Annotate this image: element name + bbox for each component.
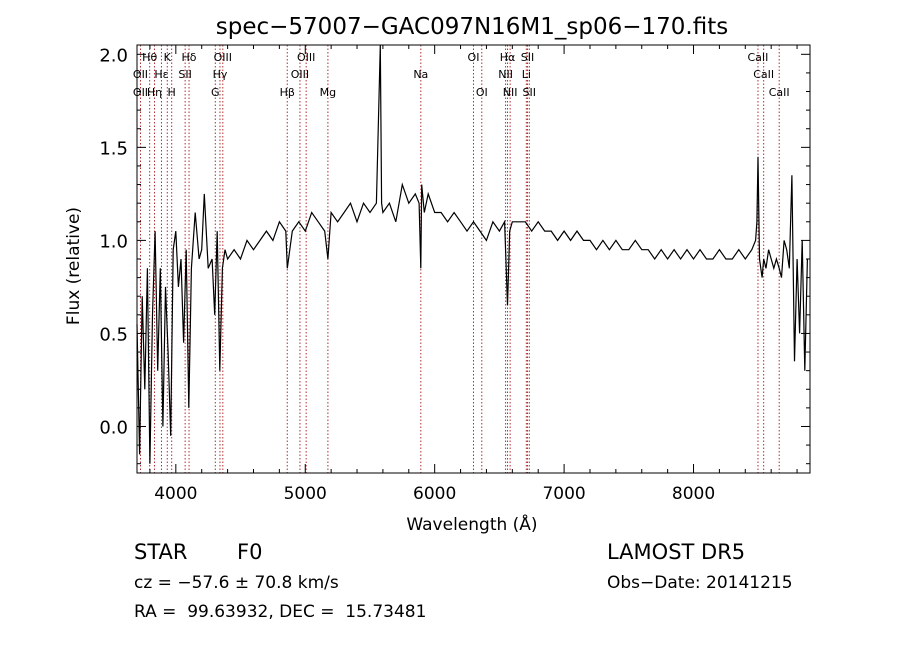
x-tick-label: 5000 [284,484,327,504]
spectral-line-label: G [211,86,220,99]
spectral-line-label: Hη [147,86,162,99]
chart-title: spec−57007−GAC097N16M1_sp06−170.fits [216,14,728,40]
y-tick-label: 0.0 [99,417,128,438]
spectral-line-label: CaII [753,68,774,81]
spectral-line-label: SII [523,86,536,99]
y-tick-label: 1.5 [99,138,128,159]
spectral-line-label: Hα [500,51,516,64]
spectral-line-label: Na [413,68,428,81]
x-tick-label: 8000 [672,484,715,504]
spectral-line-label: H [168,86,176,99]
spectral-line-label: OIII [297,51,315,64]
spectral-line-markers [139,45,780,473]
spectral-line-label: Hγ [213,68,228,81]
x-axis-label: Wavelength (Å) [406,513,537,535]
spectral-line-label: Hδ [182,51,197,64]
spectral-line-label: OI [476,86,488,99]
x-tick-label: 6000 [413,484,456,504]
obs-date: Obs−Date: 20141215 [607,573,793,593]
spectral-line-label: Li [522,68,531,81]
subclass: F0 [237,540,263,564]
spectral-line-label: OI [468,51,480,64]
spectral-line-label: Mg [320,86,336,99]
spectral-line-label: NII [503,86,518,99]
y-axis-label: Flux (relative) [64,207,84,325]
y-axis-ticks: 0.0 0.5 1.0 1.5 2.0 [99,45,810,465]
y-tick-label: 0.5 [99,324,128,345]
spectral-line-labels: Hθ OII OII Hε Hη K H Hδ SII OIII Hγ G Hβ OIII OIII Mg Na… [133,51,790,99]
redshift-readout: cz = −57.6 ± 70.8 km/s [134,573,339,593]
y-tick-label: 2.0 [99,45,128,66]
x-tick-label: 7000 [542,484,585,504]
spectral-line-label: CaII [748,51,769,64]
spectral-line-label: OIII [291,68,309,81]
spectral-line-label: Hθ [142,51,157,64]
x-tick-label: 4000 [154,484,197,504]
y-tick-label: 1.0 [99,231,128,252]
coordinates: RA = 99.63932, DEC = 15.73481 [134,602,427,622]
spectral-line-label: OII [133,86,148,99]
spectral-line-label: Hε [154,68,168,81]
spectral-line-label: NII [498,68,513,81]
spectrum-line [136,44,808,464]
spectral-line-label: OII [133,68,148,81]
spectral-line-label: K [164,51,172,64]
x-axis-ticks: 4000 5000 6000 7000 8000 [149,45,798,504]
spectral-line-label: SII [178,68,191,81]
spectral-line-label: Hβ [280,86,295,99]
spectral-line-label: CaII [769,86,790,99]
object-type: STAR [134,540,188,564]
spectral-line-label: SII [521,51,534,64]
spectral-line-label: OIII [214,51,232,64]
survey-label: LAMOST DR5 [607,540,746,564]
